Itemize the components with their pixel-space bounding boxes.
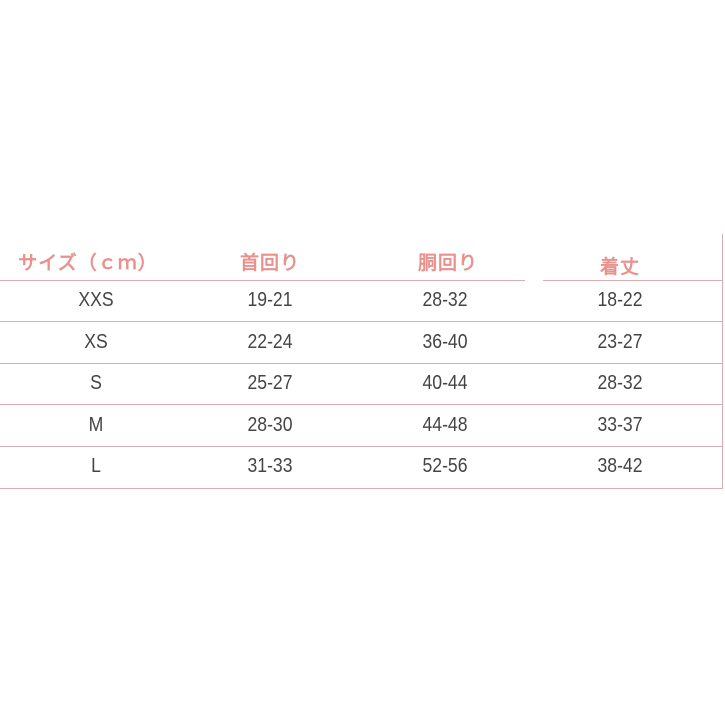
row-divider: [0, 404, 723, 405]
cell-length: 33-37: [597, 414, 643, 436]
row-divider: [0, 363, 723, 364]
header-neck: 首回り: [239, 253, 300, 274]
cell-waist: 52-56: [422, 455, 468, 477]
cell-size: M: [88, 414, 104, 436]
cell-size: S: [90, 372, 102, 394]
cell-length: 28-32: [597, 372, 643, 394]
cell-neck: 28-30: [247, 414, 293, 436]
header-divider: [543, 280, 723, 281]
row-divider: [0, 321, 723, 322]
cell-waist: 44-48: [422, 414, 468, 436]
row-divider: [0, 488, 723, 489]
cell-waist: 36-40: [422, 331, 468, 353]
cell-length: 18-22: [597, 289, 643, 311]
cell-length: 23-27: [597, 331, 643, 353]
header-waist: 胴回り: [417, 253, 478, 274]
cell-neck: 19-21: [247, 289, 293, 311]
cell-size: L: [91, 455, 101, 477]
cell-waist: 28-32: [422, 289, 468, 311]
cell-length: 38-42: [597, 455, 643, 477]
cell-size: XXS: [78, 289, 114, 311]
header-size: サイズ（ｃｍ）: [18, 253, 158, 274]
cell-neck: 31-33: [247, 455, 293, 477]
cell-neck: 22-24: [247, 331, 293, 353]
cell-waist: 40-44: [422, 372, 468, 394]
cell-neck: 25-27: [247, 372, 293, 394]
header-divider: [0, 280, 525, 281]
cell-size: XS: [84, 331, 108, 353]
right-border: [722, 234, 723, 489]
row-divider: [0, 446, 723, 447]
header-length: 着丈: [599, 257, 640, 278]
